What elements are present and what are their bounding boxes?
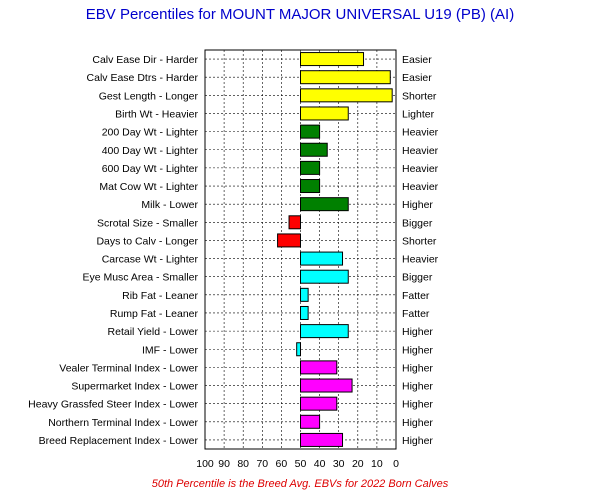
row-label: Rib Fat - Leaner <box>122 290 198 302</box>
right-label: Easier <box>402 54 432 66</box>
row-label: Heavy Grassfed Steer Index - Lower <box>28 399 198 411</box>
row-label: Breed Replacement Index - Lower <box>39 435 199 447</box>
row-label: Days to Calv - Longer <box>96 235 198 247</box>
row-label: Eye Musc Area - Smaller <box>82 272 198 284</box>
bar <box>300 106 349 121</box>
bar <box>300 414 321 429</box>
right-label: Shorter <box>402 235 437 247</box>
row-label: 600 Day Wt - Lighter <box>102 163 199 175</box>
row-label: Scrotal Size - Smaller <box>97 217 198 229</box>
row-label: Northern Terminal Index - Lower <box>48 417 198 429</box>
x-tick-label: 40 <box>314 458 326 470</box>
row-label: IMF - Lower <box>142 344 199 356</box>
right-label: Heavier <box>402 127 439 139</box>
x-axis-ticks: 100 90 80 70 60 50 40 30 20 10 0 <box>196 458 399 470</box>
right-label: Shorter <box>402 90 437 102</box>
right-labels: Easier Easier Shorter Lighter Heavier Heavier… <box>402 54 439 447</box>
right-label: Higher <box>402 381 433 393</box>
plot-area-frame <box>204 49 397 450</box>
row-label: Vealer Terminal Index - Lower <box>59 362 198 374</box>
right-label: Higher <box>402 399 433 411</box>
right-label: Fatter <box>402 308 430 320</box>
row-label: Supermarket Index - Lower <box>71 381 198 393</box>
row-labels: Calv Ease Dir - Harder Calv Ease Dtrs - H… <box>28 54 198 447</box>
right-label: Higher <box>402 435 433 447</box>
bar <box>300 251 344 266</box>
bar <box>300 324 349 339</box>
bar <box>277 233 301 248</box>
right-label: Lighter <box>402 108 435 120</box>
bars <box>277 52 393 447</box>
row-label: Calv Ease Dtrs - Harder <box>87 72 199 84</box>
row-label: 200 Day Wt - Lighter <box>102 127 199 139</box>
x-tick-label: 0 <box>393 458 399 470</box>
bar <box>300 432 344 447</box>
row-label: Rump Fat - Leaner <box>110 308 199 320</box>
x-tick-label: 70 <box>256 458 268 470</box>
bar <box>300 70 391 85</box>
right-label: Bigger <box>402 217 433 229</box>
bar <box>300 160 321 175</box>
row-label: Milk - Lower <box>141 199 198 211</box>
bar <box>288 215 302 230</box>
row-label: Retail Yield - Lower <box>108 326 199 338</box>
right-label: Heavier <box>402 163 439 175</box>
right-label: Heavier <box>402 181 439 193</box>
bar <box>296 342 301 357</box>
x-tick-label: 100 <box>196 458 214 470</box>
bar <box>300 378 353 393</box>
bar <box>300 142 328 157</box>
bar <box>300 360 338 375</box>
right-label: Higher <box>402 417 433 429</box>
right-label: Higher <box>402 326 433 338</box>
bar <box>300 287 309 302</box>
bar <box>300 179 321 194</box>
bar <box>300 197 349 212</box>
row-label: 400 Day Wt - Lighter <box>102 145 199 157</box>
row-label: Calv Ease Dir - Harder <box>92 54 198 66</box>
right-label: Heavier <box>402 145 439 157</box>
bar <box>300 124 321 139</box>
bar <box>300 52 365 67</box>
x-tick-label: 90 <box>218 458 230 470</box>
x-tick-label: 30 <box>333 458 345 470</box>
right-label: Higher <box>402 344 433 356</box>
x-tick-label: 80 <box>237 458 249 470</box>
x-tick-label: 60 <box>276 458 288 470</box>
row-label: Carcase Wt - Lighter <box>102 254 199 266</box>
right-label: Fatter <box>402 290 430 302</box>
chart-title: EBV Percentiles for MOUNT MAJOR UNIVERSA… <box>85 6 515 23</box>
bar <box>300 396 338 411</box>
right-label: Higher <box>402 362 433 374</box>
row-label: Birth Wt - Heavier <box>115 108 198 120</box>
chart-footnote: 50th Percentile is the Breed Avg. EBVs f… <box>151 478 449 490</box>
bar <box>300 88 393 103</box>
bar <box>300 269 349 284</box>
row-label: Mat Cow Wt - Lighter <box>99 181 198 193</box>
right-label: Bigger <box>402 272 433 284</box>
right-label: Higher <box>402 199 433 211</box>
x-tick-label: 50 <box>295 458 307 470</box>
row-label: Gest Length - Longer <box>99 90 199 102</box>
x-tick-label: 10 <box>371 458 383 470</box>
x-tick-label: 20 <box>352 458 364 470</box>
right-label: Easier <box>402 72 432 84</box>
right-label: Heavier <box>402 254 439 266</box>
bar <box>300 305 309 320</box>
